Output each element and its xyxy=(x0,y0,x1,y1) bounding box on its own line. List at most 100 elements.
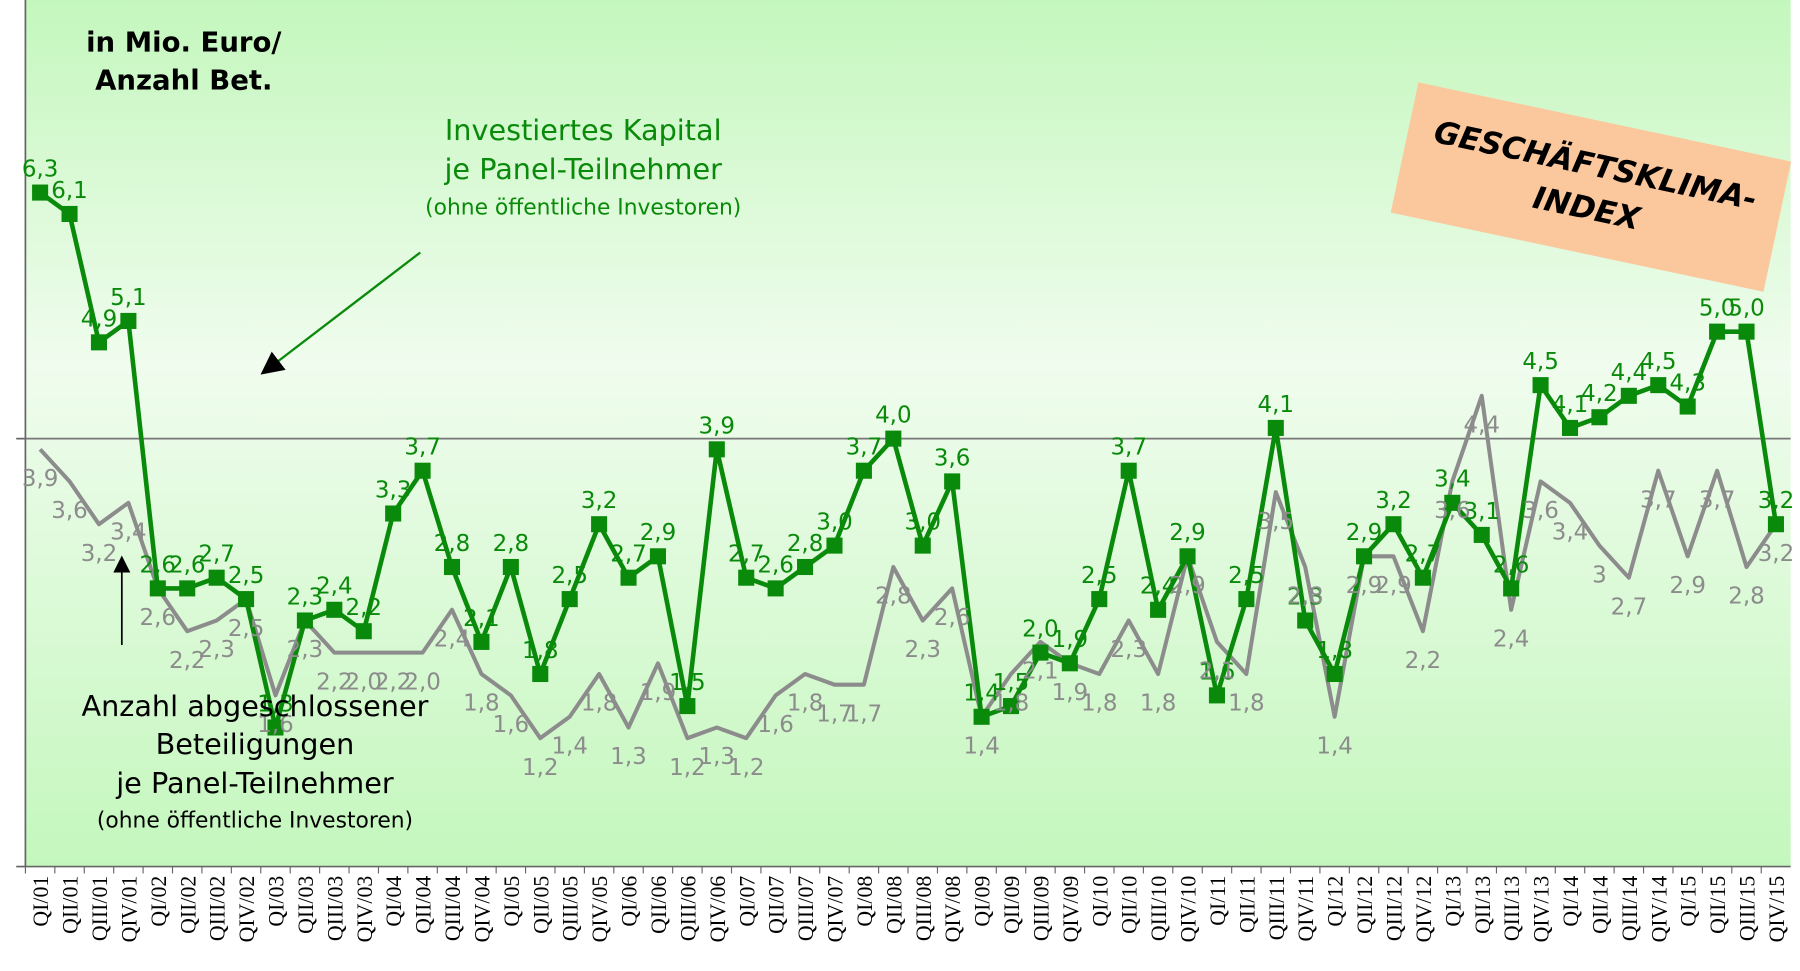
data-label: 2,4 xyxy=(316,574,352,600)
data-label: 3,5 xyxy=(1258,509,1294,535)
marker xyxy=(1561,419,1579,436)
x-tick-label: QIII/07 xyxy=(794,876,818,941)
data-label: 3,1 xyxy=(1463,499,1499,525)
data-label: 2,6 xyxy=(140,605,176,631)
data-label: 1,5 xyxy=(669,670,705,696)
data-label: 6,1 xyxy=(51,178,87,204)
data-label: 1,6 xyxy=(1199,659,1235,685)
x-tick-label: QI/12 xyxy=(1324,876,1348,927)
x-tick-label: QIII/05 xyxy=(559,876,583,941)
data-label: 1,9 xyxy=(1052,680,1088,706)
x-tick-label: QII/02 xyxy=(176,876,200,934)
data-label: 2,9 xyxy=(1169,573,1205,599)
data-label: 1,8 xyxy=(1228,691,1264,717)
x-tick-label: QII/06 xyxy=(647,876,671,934)
marker xyxy=(90,334,107,351)
data-label: 1,8 xyxy=(581,691,617,717)
data-label: 2,6 xyxy=(757,552,793,578)
x-tick-label: QIV/15 xyxy=(1765,876,1789,943)
data-label: 1,2 xyxy=(728,755,764,781)
data-label: 1,9 xyxy=(1052,627,1088,653)
x-tick-label: QI/11 xyxy=(1206,876,1230,926)
data-label: 3,4 xyxy=(1434,467,1470,493)
marker xyxy=(1414,569,1431,586)
marker xyxy=(591,516,608,533)
data-label: 4,0 xyxy=(875,403,911,429)
x-tick-label: QIV/01 xyxy=(117,876,141,943)
x-tick-label: QI/06 xyxy=(618,876,642,927)
x-tick-label: QIII/06 xyxy=(676,876,700,941)
marker xyxy=(1297,612,1314,629)
data-label: 3,4 xyxy=(1552,520,1588,546)
data-label: 4,4 xyxy=(1463,413,1499,439)
x-tick-label: QII/03 xyxy=(294,876,318,934)
data-label: 2,9 xyxy=(1669,573,1705,599)
x-tick-label: QII/01 xyxy=(59,876,83,934)
data-label: 2,0 xyxy=(346,669,382,695)
marker xyxy=(238,591,255,608)
x-tick-label: QIII/03 xyxy=(323,876,347,941)
data-label: 4,1 xyxy=(1258,392,1294,418)
data-label: 1,3 xyxy=(257,691,293,717)
marker xyxy=(1650,377,1667,394)
data-label: 3,4 xyxy=(110,520,146,546)
marker xyxy=(1002,698,1020,715)
data-label: 2,3 xyxy=(1110,637,1146,663)
x-tick-label: QI/01 xyxy=(29,876,53,927)
x-tick-label: QIII/13 xyxy=(1500,876,1524,941)
data-label: 1,8 xyxy=(787,691,823,717)
data-label: 5,0 xyxy=(1728,296,1764,322)
marker xyxy=(1503,580,1520,597)
x-tick-label: QIV/13 xyxy=(1530,876,1554,943)
data-label: 1,6 xyxy=(493,712,529,738)
marker xyxy=(502,558,519,576)
data-label: 2,3 xyxy=(287,637,323,663)
data-label: 3,9 xyxy=(22,466,58,492)
data-label: 2,2 xyxy=(375,669,411,695)
annotation-arrow xyxy=(260,251,421,375)
data-label: 3,2 xyxy=(81,541,117,567)
data-label: 1,4 xyxy=(963,681,999,707)
data-label: 2,8 xyxy=(1728,584,1764,610)
data-label: 2,4 xyxy=(1493,627,1529,653)
marker xyxy=(32,184,49,201)
data-label: 3,2 xyxy=(1375,488,1411,514)
marker xyxy=(1444,494,1461,511)
data-label: 3,2 xyxy=(1758,488,1794,514)
data-label: 4,2 xyxy=(1581,381,1617,407)
data-label: 5,0 xyxy=(1699,296,1735,322)
x-tick-label: QII/05 xyxy=(529,876,553,934)
data-label: 3,6 xyxy=(1434,498,1470,524)
x-tick-label: QI/02 xyxy=(147,876,171,927)
data-label: 2,4 xyxy=(1140,574,1176,600)
marker xyxy=(738,569,755,586)
x-tick-label: QII/15 xyxy=(1706,876,1730,934)
marker xyxy=(561,591,578,608)
annotation: Anzahl abgeschlossener xyxy=(81,689,428,723)
data-label: 3,0 xyxy=(905,510,941,536)
marker xyxy=(179,580,196,597)
marker xyxy=(296,612,313,629)
unit-label: Anzahl Bet. xyxy=(95,65,272,97)
annotation: (ohne öffentliche Investoren) xyxy=(97,809,413,834)
data-label: 2,8 xyxy=(493,531,529,557)
marker xyxy=(649,548,666,565)
data-label: 5,1 xyxy=(110,285,146,311)
data-label: 4,5 xyxy=(1522,349,1558,375)
x-tick-label: QII/14 xyxy=(1588,876,1612,934)
data-label: 1,8 xyxy=(1081,691,1117,717)
marker xyxy=(120,312,137,329)
marker xyxy=(532,665,549,683)
marker xyxy=(326,601,343,618)
marker xyxy=(973,708,990,725)
data-label: 3,3 xyxy=(375,477,411,503)
x-tick-label: QIV/09 xyxy=(1059,876,1083,943)
marker xyxy=(1326,665,1343,683)
data-label: 1,3 xyxy=(699,744,735,770)
x-tick-label: QIII/15 xyxy=(1736,876,1760,941)
data-label: 1,5 xyxy=(993,670,1029,696)
x-tick-label: QIV/06 xyxy=(706,876,730,943)
marker xyxy=(1532,377,1549,394)
data-label: 1,8 xyxy=(993,691,1029,717)
data-label: 4,9 xyxy=(81,306,117,332)
